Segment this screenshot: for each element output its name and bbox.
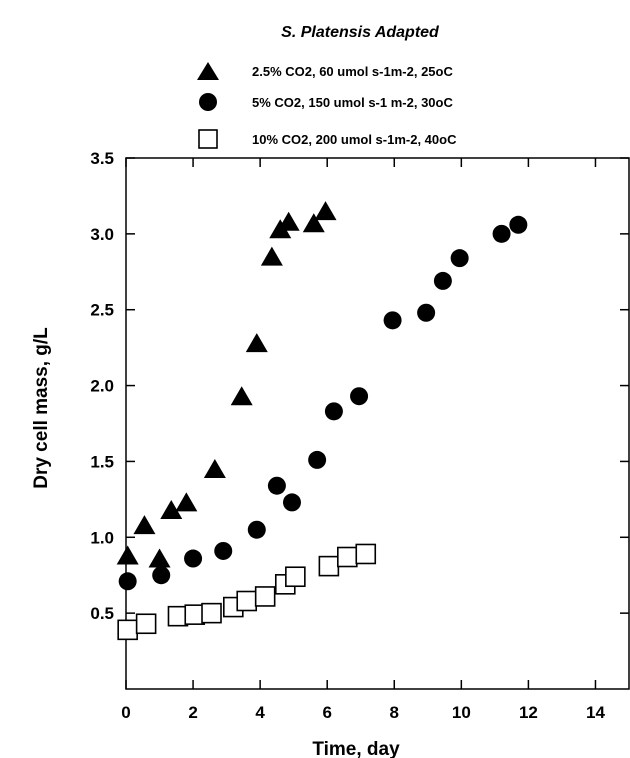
y-tick-label: 2.0 xyxy=(90,377,114,396)
x-tick-label: 2 xyxy=(188,703,197,722)
triangle-point xyxy=(245,333,268,353)
y-tick-label: 1.5 xyxy=(90,452,114,471)
triangle-point xyxy=(314,201,337,221)
square-point xyxy=(254,586,276,607)
x-tick-label: 0 xyxy=(121,703,130,722)
triangle-point xyxy=(230,386,253,406)
circle-point xyxy=(383,311,402,330)
series-0 xyxy=(116,201,337,568)
square-point xyxy=(135,613,157,635)
y-tick-label: 0.5 xyxy=(90,604,114,623)
plot-frame xyxy=(125,157,630,690)
circle-point xyxy=(509,215,528,234)
legend-label-circle: 5% CO2, 150 umol s-1 m-2, 30oC xyxy=(252,95,453,110)
axis-ticks xyxy=(125,157,629,689)
circle-point xyxy=(184,549,203,568)
circle-point xyxy=(308,450,327,469)
square-point xyxy=(355,543,377,565)
chart-title: S. Platensis Adapted xyxy=(281,24,440,41)
legend-item-triangle: 2.5% CO2, 60 umol s-1m-2, 25oC xyxy=(197,62,453,80)
y-tick-label: 1.0 xyxy=(90,528,114,547)
circle-point xyxy=(214,541,233,560)
legend-item-square: 10% CO2, 200 umol s-1m-2, 40oC xyxy=(198,129,457,149)
triangle-point xyxy=(277,211,300,231)
triangle-point xyxy=(160,499,183,519)
tick-labels: 0 2 4 6 8 10 12 14 0.5 1.0 1.5 2.0 2.5 3.0 3.5 xyxy=(90,149,605,722)
circle-point xyxy=(267,476,286,495)
legend-label-square: 10% CO2, 200 umol s-1m-2, 40oC xyxy=(252,132,457,147)
x-tick-label: 8 xyxy=(390,703,399,722)
square-point xyxy=(285,566,306,588)
square-point xyxy=(117,619,138,641)
triangle-point xyxy=(133,515,156,535)
y-tick-label: 3.5 xyxy=(90,149,114,168)
square-point xyxy=(201,602,222,624)
series-1 xyxy=(118,215,528,591)
series-2 xyxy=(117,543,377,641)
circle-point xyxy=(417,303,436,322)
legend-marker-square xyxy=(198,129,218,149)
triangle-point xyxy=(302,213,325,233)
x-tick-label: 10 xyxy=(452,703,471,722)
circle-point xyxy=(282,493,301,512)
triangle-point xyxy=(260,246,283,266)
circle-point xyxy=(247,520,266,539)
x-tick-label: 12 xyxy=(519,703,538,722)
square-point xyxy=(318,555,340,577)
triangle-point xyxy=(175,492,198,512)
circle-point xyxy=(433,271,452,290)
square-point xyxy=(337,546,358,568)
y-tick-label: 3.0 xyxy=(90,225,114,244)
triangle-point xyxy=(203,459,226,479)
y-axis-label: Dry cell mass, g/L xyxy=(31,327,52,489)
square-point xyxy=(236,590,258,612)
circle-point xyxy=(350,387,369,406)
triangle-point xyxy=(116,545,139,565)
legend-label-triangle: 2.5% CO2, 60 umol s-1m-2, 25oC xyxy=(252,64,453,79)
y-tick-label: 2.5 xyxy=(90,301,114,320)
triangle-point xyxy=(148,548,171,568)
circle-point xyxy=(152,566,171,585)
legend-marker-triangle xyxy=(197,62,219,80)
legend-marker-circle xyxy=(199,93,217,111)
legend: 2.5% CO2, 60 umol s-1m-2, 25oC 5% CO2, 1… xyxy=(197,62,457,149)
circle-point xyxy=(450,249,469,268)
circle-point xyxy=(324,402,343,421)
x-tick-label: 4 xyxy=(255,703,265,722)
legend-item-circle: 5% CO2, 150 umol s-1 m-2, 30oC xyxy=(199,93,453,111)
x-tick-label: 6 xyxy=(322,703,331,722)
data-marks xyxy=(116,201,528,641)
x-tick-label: 14 xyxy=(586,703,605,722)
circle-point xyxy=(492,224,511,243)
circle-point xyxy=(118,572,137,591)
x-axis-label: Time, day xyxy=(312,739,400,758)
